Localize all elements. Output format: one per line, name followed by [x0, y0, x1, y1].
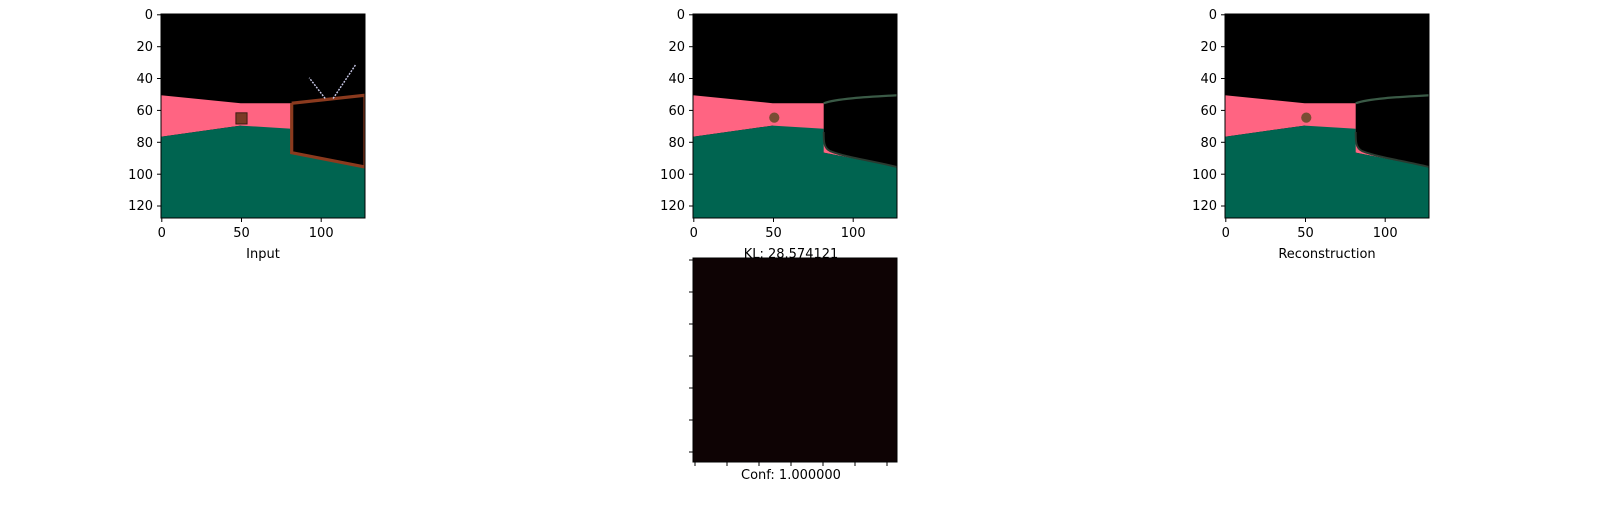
- input-xtick-50: 50: [233, 226, 250, 241]
- reconstruction-x-ticks: 0 50 100: [1222, 218, 1398, 241]
- reconstruction-ytick-100: 100: [1192, 168, 1217, 183]
- reconstruction-ytick-120: 120: [1192, 199, 1217, 214]
- confidence-x-ticks: [694, 462, 888, 466]
- input-caption: Input: [246, 247, 280, 262]
- input-ytick-40: 40: [136, 72, 153, 87]
- reconstruction-ytick-80: 80: [1200, 136, 1217, 151]
- input-ytick-20: 20: [136, 40, 153, 55]
- input-ytick-0: 0: [145, 8, 153, 23]
- reconstruction-xtick-0: 0: [1222, 226, 1230, 241]
- confidence-image: [693, 258, 897, 462]
- reconstruction-image: [1225, 14, 1430, 219]
- reconstruction-axes-frame: [1224, 13, 1430, 219]
- output-xtick-100: 100: [841, 226, 866, 241]
- confidence-y-ticks: [689, 259, 693, 453]
- reconstruction-y-ticks: 0 20 40 60 80 100 120: [1192, 8, 1225, 214]
- reconstruction-ytick-20: 20: [1200, 40, 1217, 55]
- input-x-ticks: 0 50 100: [158, 218, 334, 241]
- input-ytick-80: 80: [136, 136, 153, 151]
- output-ytick-40: 40: [668, 72, 685, 87]
- output-image: [693, 14, 898, 219]
- output-x-ticks: 0 50 100: [690, 218, 866, 241]
- input-panel: 0 20 40 60 80 100 120 0 50 100 Input: [128, 8, 366, 262]
- output-xtick-50: 50: [765, 226, 782, 241]
- input-xtick-100: 100: [309, 226, 334, 241]
- input-axes-frame: [160, 13, 366, 219]
- output-ytick-100: 100: [660, 168, 685, 183]
- input-ytick-60: 60: [136, 104, 153, 119]
- output-ytick-20: 20: [668, 40, 685, 55]
- output-panel: 0 20 40 60 80 100 120 0 50 100 KL: 28.57…: [660, 8, 898, 262]
- output-ytick-120: 120: [660, 199, 685, 214]
- confidence-panel: Conf: 1.000000: [689, 257, 898, 483]
- reconstruction-panel: 0 20 40 60 80 100 120 0 50 100 Reconstru…: [1192, 8, 1430, 262]
- confidence-caption: Conf: 1.000000: [741, 468, 841, 483]
- reconstruction-ytick-0: 0: [1209, 8, 1217, 23]
- output-y-ticks: 0 20 40 60 80 100 120: [660, 8, 693, 214]
- input-y-ticks: 0 20 40 60 80 100 120: [128, 8, 161, 214]
- confidence-axes-frame: [692, 257, 898, 463]
- output-ytick-60: 60: [668, 104, 685, 119]
- reconstruction-ytick-40: 40: [1200, 72, 1217, 87]
- reconstruction-ytick-60: 60: [1200, 104, 1217, 119]
- output-axes-frame: [692, 13, 898, 219]
- reconstruction-caption: Reconstruction: [1278, 247, 1375, 262]
- input-ytick-100: 100: [128, 168, 153, 183]
- reconstruction-xtick-100: 100: [1373, 226, 1398, 241]
- input-xtick-0: 0: [158, 226, 166, 241]
- input-image: [161, 14, 366, 219]
- output-ytick-0: 0: [677, 8, 685, 23]
- reconstruction-xtick-50: 50: [1297, 226, 1314, 241]
- output-ytick-80: 80: [668, 136, 685, 151]
- output-xtick-0: 0: [690, 226, 698, 241]
- input-ytick-120: 120: [128, 199, 153, 214]
